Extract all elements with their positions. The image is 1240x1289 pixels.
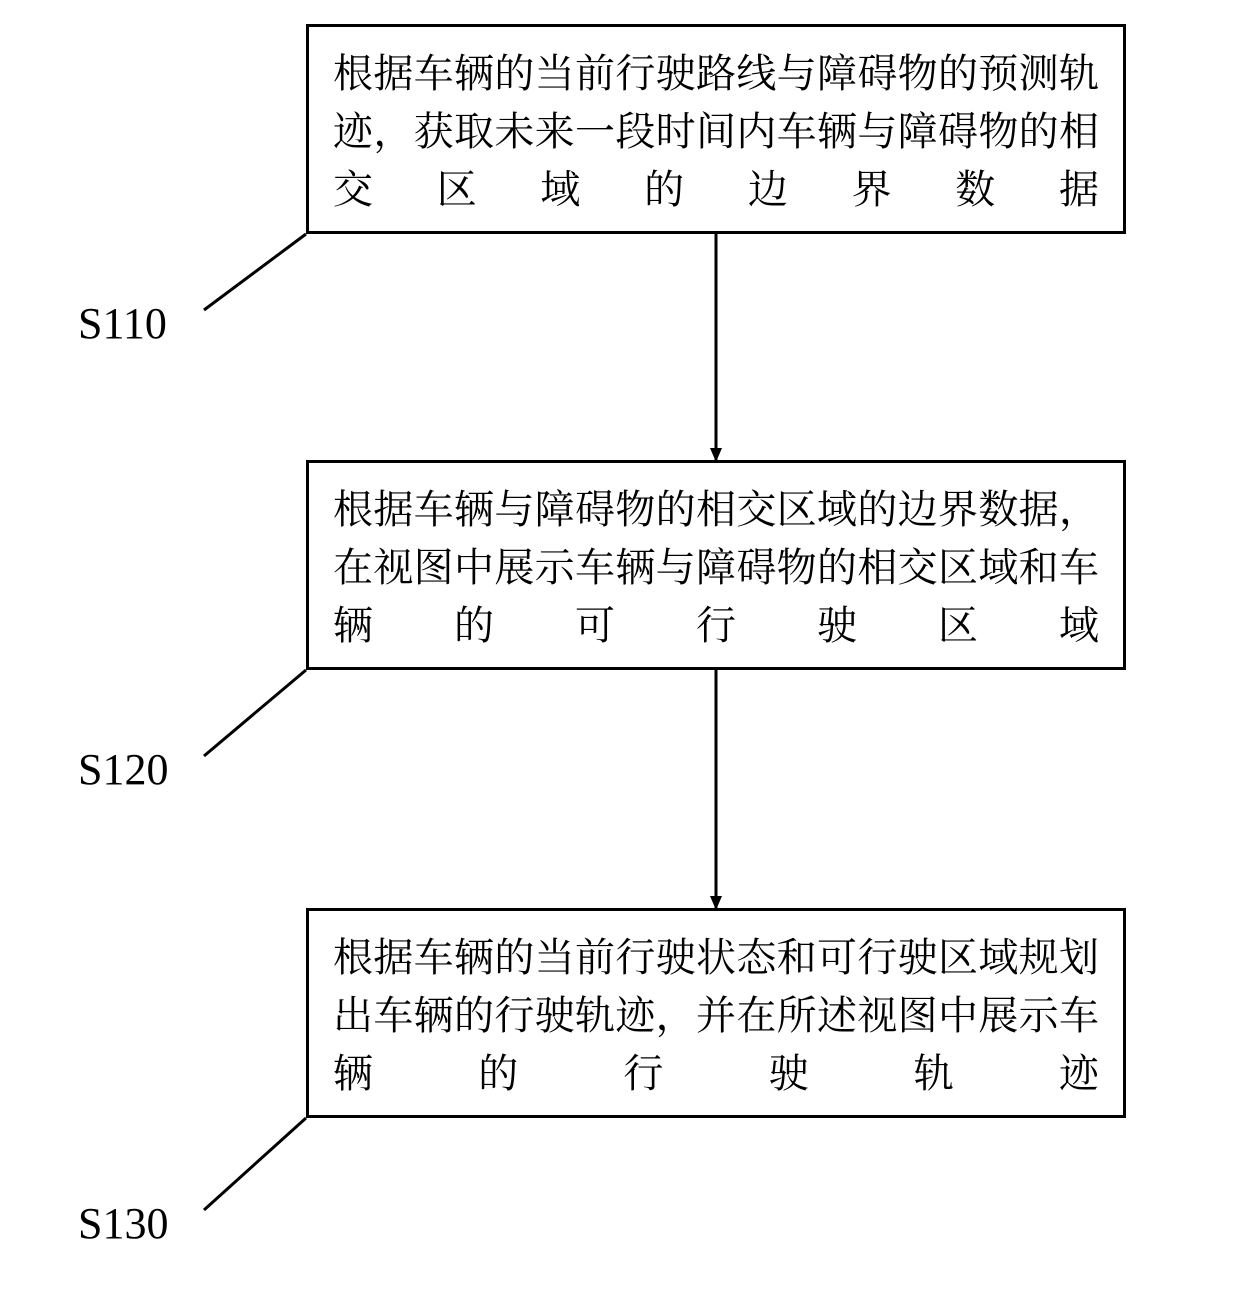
flowchart-canvas: 根据车辆的当前行驶路线与障碍物的预测轨迹，获取未来一段时间内车辆与障碍物的相交区… (0, 0, 1240, 1289)
flow-step-3: 根据车辆的当前行驶状态和可行驶区域规划出车辆的行驶轨迹，并在所述视图中展示车辆的… (306, 908, 1126, 1118)
leader-3 (204, 1118, 306, 1210)
flow-step-2-text: 根据车辆与障碍物的相交区域的边界数据，在视图中展示车辆与障碍物的相交区域和车辆的… (333, 478, 1099, 652)
flow-step-1: 根据车辆的当前行驶路线与障碍物的预测轨迹，获取未来一段时间内车辆与障碍物的相交区… (306, 24, 1126, 234)
flow-step-3-text: 根据车辆的当前行驶状态和可行驶区域规划出车辆的行驶轨迹，并在所述视图中展示车辆的… (333, 926, 1099, 1100)
step-label-2: S120 (78, 744, 168, 795)
flow-step-1-text: 根据车辆的当前行驶路线与障碍物的预测轨迹，获取未来一段时间内车辆与障碍物的相交区… (333, 42, 1099, 216)
step-label-1: S110 (78, 298, 167, 349)
leader-1 (204, 234, 306, 310)
leader-2 (204, 670, 306, 756)
step-label-3: S130 (78, 1198, 168, 1249)
flow-step-2: 根据车辆与障碍物的相交区域的边界数据，在视图中展示车辆与障碍物的相交区域和车辆的… (306, 460, 1126, 670)
